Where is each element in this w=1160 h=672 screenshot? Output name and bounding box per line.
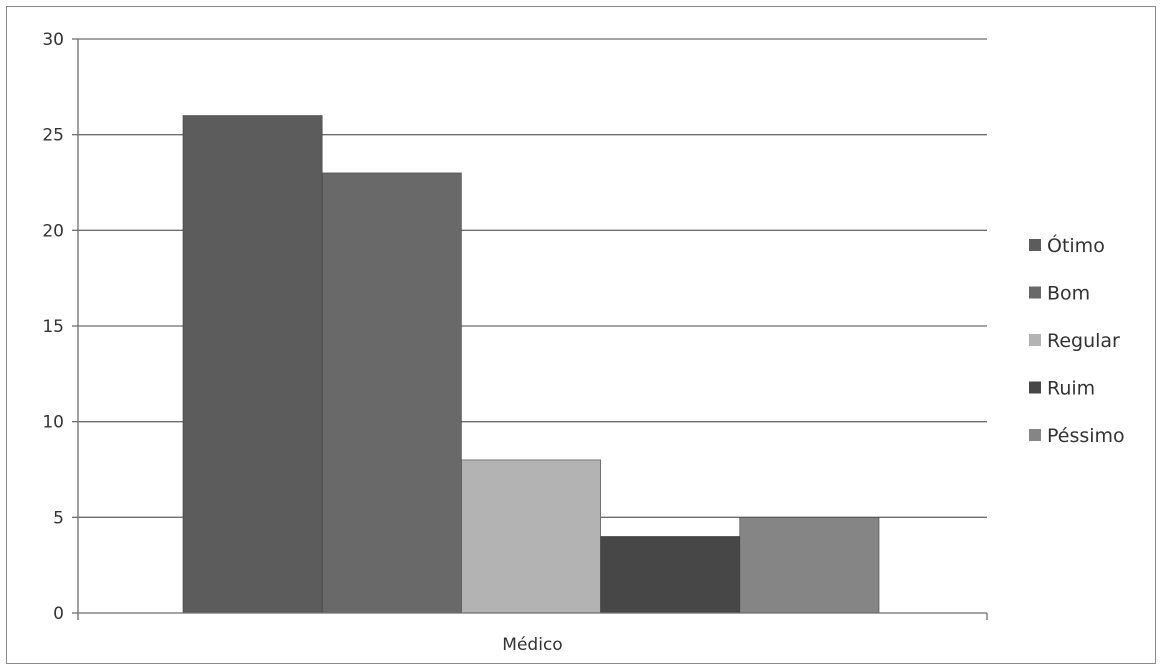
legend-swatch: [1029, 429, 1041, 441]
legend-label: Ótimo: [1047, 233, 1105, 257]
bar-3: [461, 459, 601, 614]
x-category-label: Médico: [502, 635, 562, 655]
legend-swatch: [1029, 381, 1041, 394]
y-tick-label: 30: [42, 30, 64, 50]
y-tick-label: 0: [53, 604, 64, 624]
legend-label: Ruim: [1047, 378, 1095, 400]
legend-swatch: [1029, 286, 1041, 299]
legend-swatch: [1029, 239, 1041, 251]
y-tick-label: 15: [42, 317, 64, 337]
bar-2: [321, 172, 462, 614]
legend: Ótimo Bom Regular Ruim Péssimo: [1029, 233, 1125, 447]
bar-1: [182, 115, 323, 614]
y-tick-label: 25: [42, 126, 64, 146]
chart-frame: 0 5 10 15 20 25 30 Médico Ótimo Bom Regular Ruim Pé…: [6, 6, 1156, 664]
y-tick-label: 20: [42, 221, 64, 241]
bar-5: [739, 517, 880, 614]
axes: 0 5 10 15 20 25 30 Médico: [42, 30, 988, 655]
legend-label: Bom: [1047, 283, 1090, 305]
legend-label: Regular: [1047, 330, 1120, 352]
legend-label: Péssimo: [1047, 425, 1125, 447]
y-tick-label: 10: [42, 413, 64, 433]
bar-4: [600, 536, 741, 614]
y-tick-label: 5: [53, 508, 64, 528]
bar-chart: 0 5 10 15 20 25 30 Médico Ótimo Bom Regular Ruim Pé…: [42, 30, 1125, 655]
legend-swatch: [1029, 334, 1041, 346]
bars: [182, 115, 880, 614]
